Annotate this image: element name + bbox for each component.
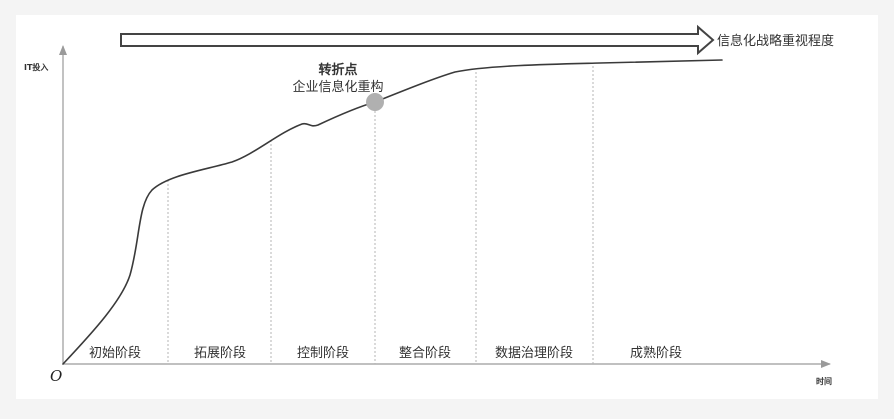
stage-label-initial: 初始阶段 bbox=[89, 346, 141, 361]
stage-label-expansion: 拓展阶段 bbox=[194, 346, 246, 361]
strategy-arrow bbox=[120, 24, 715, 56]
investment-curve bbox=[62, 59, 723, 365]
strategy-arrow-label: 信息化战略重视程度 bbox=[717, 33, 834, 49]
diagram-frame bbox=[16, 15, 878, 399]
turning-point-title: 转折点 bbox=[318, 62, 357, 78]
stage-label-maturity: 成熟阶段 bbox=[630, 345, 682, 361]
stage-label-control: 控制阶段 bbox=[297, 346, 349, 361]
x-axis-label: 时间 bbox=[816, 376, 832, 386]
turning-point-subtitle: 企业信息化重构 bbox=[292, 79, 383, 95]
stage-label-integration: 整合阶段 bbox=[399, 346, 451, 361]
turning-point-marker bbox=[366, 93, 384, 111]
y-axis-label: IT投入 bbox=[24, 62, 48, 72]
stage-label-data-governance: 数据治理阶段 bbox=[495, 346, 573, 361]
origin-label: O bbox=[50, 367, 62, 385]
